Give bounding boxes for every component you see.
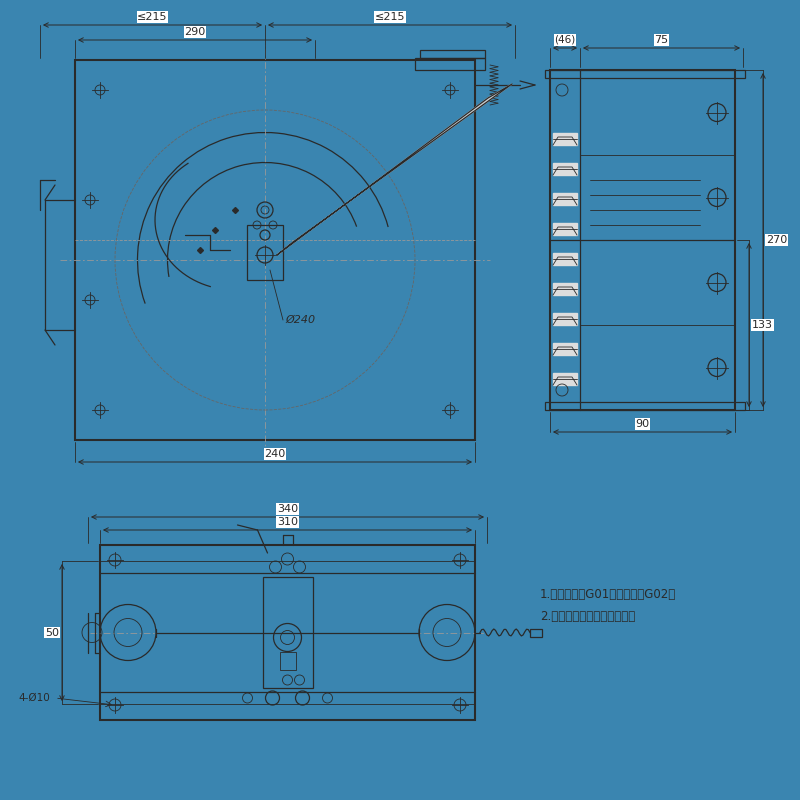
Text: 2.超速信号连接至安全回路。: 2.超速信号连接至安全回路。 [540, 610, 635, 623]
Text: 90: 90 [635, 419, 650, 429]
Polygon shape [553, 343, 577, 355]
Polygon shape [553, 313, 577, 325]
Bar [530, 629, 542, 637]
Bar [415, 58, 485, 70]
Text: 50: 50 [45, 627, 59, 638]
Polygon shape [553, 283, 577, 295]
Polygon shape [277, 84, 512, 255]
Text: 133: 133 [752, 320, 773, 330]
Bar [75, 60, 475, 440]
Text: 1.标配底座：G01、选配底板G02；: 1.标配底座：G01、选配底板G02； [540, 589, 676, 602]
Bar [279, 652, 295, 670]
Text: 4-Ø10: 4-Ø10 [18, 693, 50, 703]
Bar [545, 70, 745, 78]
Text: ≤215: ≤215 [138, 12, 168, 22]
Polygon shape [553, 193, 577, 205]
Bar [550, 70, 735, 410]
Bar [545, 402, 745, 410]
Text: 270: 270 [766, 235, 787, 245]
Text: 75: 75 [654, 35, 669, 45]
Text: 290: 290 [184, 27, 206, 37]
Bar [247, 225, 283, 280]
Polygon shape [553, 253, 577, 265]
Text: 340: 340 [277, 504, 298, 514]
Polygon shape [553, 163, 577, 175]
Text: 310: 310 [277, 517, 298, 527]
Bar [420, 50, 485, 58]
Text: (46): (46) [554, 35, 576, 45]
Bar [262, 577, 313, 688]
Polygon shape [553, 133, 577, 145]
Text: 240: 240 [264, 449, 286, 459]
Polygon shape [553, 223, 577, 235]
Polygon shape [553, 373, 577, 385]
Text: ≤215: ≤215 [374, 12, 406, 22]
Bar [100, 545, 475, 720]
Text: Ø240: Ø240 [285, 315, 315, 325]
